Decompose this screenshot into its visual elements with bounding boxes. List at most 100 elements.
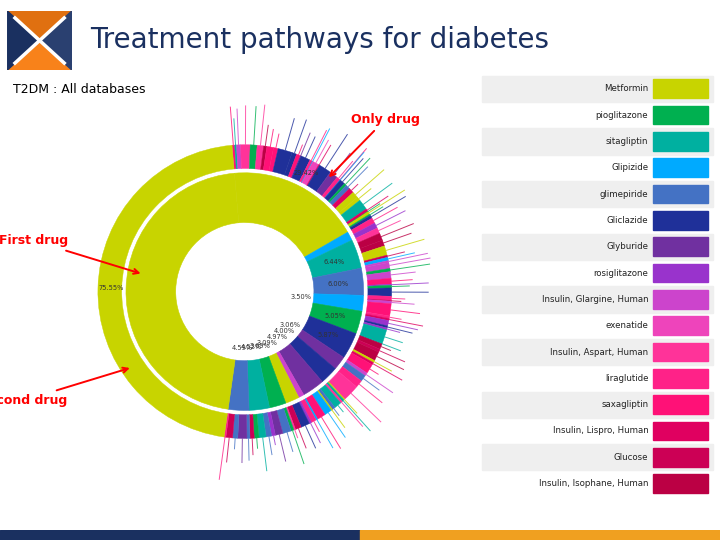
Wedge shape — [302, 316, 356, 357]
Wedge shape — [327, 382, 344, 401]
Text: 75.55%: 75.55% — [98, 285, 124, 291]
Text: 4.59%: 4.59% — [231, 345, 252, 350]
Wedge shape — [257, 414, 266, 438]
Text: Glyburide: Glyburide — [606, 242, 648, 251]
Wedge shape — [276, 408, 291, 434]
Wedge shape — [368, 285, 392, 288]
Wedge shape — [271, 410, 283, 435]
Text: Second drug: Second drug — [0, 368, 127, 407]
Text: Insulin, Isophane, Human: Insulin, Isophane, Human — [539, 479, 648, 488]
Wedge shape — [364, 316, 389, 326]
Wedge shape — [273, 148, 292, 175]
Wedge shape — [357, 340, 380, 352]
Bar — [653, 106, 708, 124]
Wedge shape — [288, 154, 300, 178]
Bar — [360, 530, 720, 540]
Text: Insulin, Glargine, Human: Insulin, Glargine, Human — [541, 295, 648, 304]
Bar — [653, 290, 708, 309]
Text: Gliclazide: Gliclazide — [607, 216, 648, 225]
Wedge shape — [336, 192, 357, 213]
Bar — [482, 444, 713, 470]
Wedge shape — [356, 228, 379, 243]
Wedge shape — [367, 300, 392, 304]
Wedge shape — [366, 268, 390, 275]
Text: rosiglitazone: rosiglitazone — [593, 268, 648, 278]
Bar — [653, 185, 708, 204]
Bar — [482, 76, 713, 102]
Wedge shape — [279, 344, 323, 395]
Wedge shape — [366, 262, 390, 272]
Text: liraglutide: liraglutide — [605, 374, 648, 383]
Wedge shape — [368, 288, 392, 296]
Wedge shape — [368, 284, 392, 286]
Bar — [653, 474, 708, 493]
Wedge shape — [284, 408, 294, 431]
Wedge shape — [299, 401, 312, 423]
Text: T2DM : All databases: T2DM : All databases — [13, 83, 145, 96]
Wedge shape — [339, 197, 360, 215]
Text: glimepiride: glimepiride — [600, 190, 648, 199]
Wedge shape — [367, 278, 392, 285]
Wedge shape — [247, 415, 250, 438]
Wedge shape — [313, 294, 364, 312]
Wedge shape — [312, 391, 331, 415]
Wedge shape — [261, 146, 267, 170]
Wedge shape — [259, 356, 286, 408]
Wedge shape — [300, 160, 312, 183]
Wedge shape — [318, 390, 333, 410]
Wedge shape — [362, 246, 387, 261]
Wedge shape — [366, 312, 390, 319]
Wedge shape — [305, 232, 352, 262]
Text: 29.42%: 29.42% — [294, 170, 319, 176]
Text: 5.05%: 5.05% — [325, 313, 346, 319]
Wedge shape — [302, 161, 319, 185]
Wedge shape — [238, 415, 247, 438]
Wedge shape — [228, 360, 249, 410]
Bar — [653, 79, 708, 98]
Wedge shape — [126, 173, 239, 409]
Wedge shape — [267, 412, 276, 436]
Wedge shape — [276, 352, 304, 397]
Wedge shape — [366, 272, 391, 280]
Text: 4.97%: 4.97% — [266, 334, 288, 341]
Bar — [653, 158, 708, 177]
Bar — [482, 181, 713, 207]
Wedge shape — [286, 407, 295, 430]
Wedge shape — [290, 336, 336, 382]
Wedge shape — [351, 351, 374, 364]
Wedge shape — [322, 177, 340, 198]
Text: saxagliptin: saxagliptin — [601, 400, 648, 409]
Wedge shape — [364, 255, 387, 263]
Wedge shape — [325, 180, 344, 201]
Bar — [0, 530, 360, 540]
Text: 5.87%: 5.87% — [318, 332, 339, 338]
Wedge shape — [317, 172, 337, 196]
Wedge shape — [354, 223, 377, 238]
Text: 6.00%: 6.00% — [328, 281, 349, 287]
Wedge shape — [349, 214, 370, 228]
Text: 3.50%: 3.50% — [290, 294, 311, 300]
Text: 3.06%: 3.06% — [279, 322, 300, 328]
Text: 3.69%: 3.69% — [250, 342, 271, 348]
Wedge shape — [249, 415, 254, 438]
Wedge shape — [353, 349, 374, 362]
Polygon shape — [40, 11, 72, 70]
Text: 6.44%: 6.44% — [323, 259, 344, 265]
Wedge shape — [364, 320, 387, 328]
Wedge shape — [330, 185, 349, 205]
Wedge shape — [348, 211, 368, 225]
Bar — [482, 233, 713, 260]
Bar — [653, 422, 708, 440]
Text: pioglitazone: pioglitazone — [595, 111, 648, 119]
Wedge shape — [287, 406, 301, 429]
Wedge shape — [368, 299, 392, 301]
Wedge shape — [226, 414, 235, 438]
Wedge shape — [247, 359, 269, 410]
Wedge shape — [307, 165, 330, 192]
Wedge shape — [358, 335, 382, 349]
Wedge shape — [364, 257, 388, 266]
Wedge shape — [347, 353, 372, 373]
Text: Metformin: Metformin — [604, 84, 648, 93]
Wedge shape — [233, 414, 239, 438]
Wedge shape — [232, 145, 236, 169]
